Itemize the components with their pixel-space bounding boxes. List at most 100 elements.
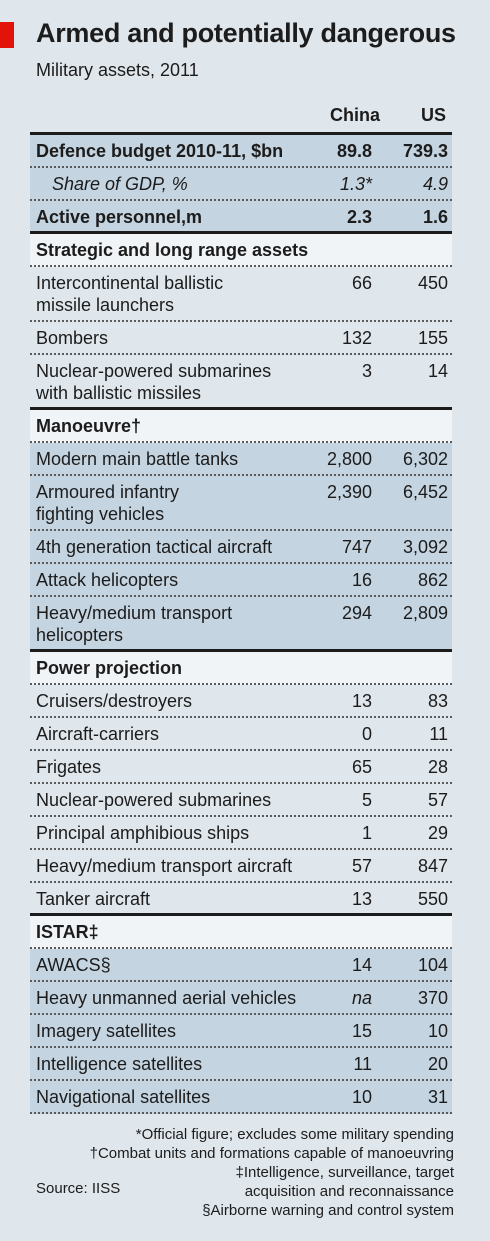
table-row: Imagery satellites 15 10 (30, 1015, 452, 1048)
us-value: 1.6 (422, 207, 448, 227)
us-value: 450 (417, 273, 448, 293)
row-label: Armoured infantry fighting vehicles (36, 481, 179, 525)
row-label: Attack helicopters (36, 569, 178, 591)
china-value: 65 (351, 757, 372, 777)
footnotes: *Official figure; excludes some military… (90, 1125, 454, 1220)
table-row: Nuclear-powered submarines with ballistic… (30, 355, 452, 410)
row-label: Bombers (36, 327, 108, 349)
row-label-line: Bombers (36, 328, 109, 348)
row-label-line: Intercontinental ballistic (36, 273, 224, 293)
table-row: 4th generation tactical aircraft 747 3,092 (30, 531, 452, 564)
row-label-line: fighting vehicles (36, 504, 165, 524)
chart-title: Armed and potentially dangerous (36, 18, 456, 48)
table-row: Active personnel,m 2.3 1.6 (30, 201, 452, 234)
table-row: AWACS§ 14 104 (30, 949, 452, 982)
row-label-line: Tanker aircraft (36, 889, 151, 909)
row-label: Navigational satellites (36, 1086, 210, 1108)
row-label-line: ISTAR‡ (36, 922, 99, 942)
china-value: 66 (351, 273, 372, 293)
row-label-line: Principal amphibious ships (36, 823, 250, 843)
china-value: 3 (361, 361, 372, 381)
china-value: 2,800 (326, 449, 372, 469)
table-row: Frigates 65 28 (30, 751, 452, 784)
china-value: 13 (351, 889, 372, 909)
us-value: 10 (427, 1021, 448, 1041)
row-label: Frigates (36, 756, 101, 778)
table-row: Heavy unmanned aerial vehicles na 370 (30, 982, 452, 1015)
china-value: 13 (351, 691, 372, 711)
table-row: Nuclear-powered submarines 5 57 (30, 784, 452, 817)
us-value: 6,302 (402, 449, 448, 469)
row-label-line: Active personnel,m (36, 207, 203, 227)
row-label-line: Aircraft-carriers (36, 724, 160, 744)
section-header-row: Power projection (30, 652, 452, 685)
china-value: na (351, 988, 372, 1008)
section-header-row: Strategic and long range assets (30, 234, 452, 267)
us-value: 29 (427, 823, 448, 843)
us-value: 83 (427, 691, 448, 711)
table-row: Heavy/medium transport aircraft 57 847 (30, 850, 452, 883)
us-value: 739.3 (402, 141, 448, 161)
row-label-line: Heavy/medium transport aircraft (36, 856, 293, 876)
row-label-line: Defence budget 2010-11, $bn (36, 141, 284, 161)
row-label-line: Nuclear-powered submarines (36, 361, 272, 381)
row-label-line: Power projection (36, 658, 183, 678)
row-label: Heavy/medium transport aircraft (36, 855, 292, 877)
row-label-line: Modern main battle tanks (36, 449, 239, 469)
row-label: Aircraft-carriers (36, 723, 159, 745)
table-row: Aircraft-carriers 0 11 (30, 718, 452, 751)
table-row: Defence budget 2010-11, $bn 89.8 739.3 (30, 135, 452, 168)
china-value: 2,390 (326, 482, 372, 502)
china-value: 14 (351, 955, 372, 975)
table-row: Bombers 132 155 (30, 322, 452, 355)
us-value: 155 (417, 328, 448, 348)
table-row: Navigational satellites 10 31 (30, 1081, 452, 1114)
us-value: 31 (427, 1087, 448, 1107)
row-label: Modern main battle tanks (36, 448, 238, 470)
us-value: 11 (429, 724, 448, 744)
footnote: acquisition and reconnaissance (244, 1183, 454, 1200)
row-label-line: 4th generation tactical aircraft (36, 537, 273, 557)
section-header-row: Manoeuvre† (30, 410, 452, 443)
table-header: China US (30, 96, 452, 135)
us-value: 104 (417, 955, 448, 975)
source-note: Source: IISS (36, 1180, 121, 1197)
china-value: 16 (351, 570, 372, 590)
us-value: 862 (417, 570, 448, 590)
row-label: Nuclear-powered submarines with ballistic… (36, 360, 271, 404)
table-row: Armoured infantry fighting vehicles 2,390 6… (30, 476, 452, 531)
row-label-line: Manoeuvre† (36, 416, 142, 436)
row-label: ISTAR‡ (36, 921, 99, 943)
row-label-line: helicopters (36, 625, 124, 645)
china-value: 132 (341, 328, 372, 348)
table-body: Defence budget 2010-11, $bn 89.8 739.3 Shar… (30, 135, 452, 1114)
us-value: 370 (417, 988, 448, 1008)
row-label: Heavy unmanned aerial vehicles (36, 987, 296, 1009)
section-header-row: ISTAR‡ (30, 916, 452, 949)
row-label: Share of GDP, % (52, 173, 188, 195)
china-value: 1 (361, 823, 372, 843)
us-value: 57 (427, 790, 448, 810)
row-label-line: AWACS§ (36, 955, 111, 975)
brand-accent-bar (0, 22, 14, 48)
footnote: §Airborne warning and control system (202, 1202, 454, 1219)
row-label: Intercontinental ballistic missile launch… (36, 272, 223, 316)
table-row: Share of GDP, % 1.3* 4.9 (30, 168, 452, 201)
footnote: ‡Intelligence, surveillance, target (235, 1164, 454, 1181)
us-value: 28 (427, 757, 448, 777)
row-label-line: Imagery satellites (36, 1021, 177, 1041)
table-row: Tanker aircraft 13 550 (30, 883, 452, 916)
row-label: Power projection (36, 657, 182, 679)
table-row: Intelligence satellites 11 20 (30, 1048, 452, 1081)
row-label: Principal amphibious ships (36, 822, 249, 844)
column-header-us: US (420, 105, 446, 125)
row-label: Cruisers/destroyers (36, 690, 192, 712)
table-row: Principal amphibious ships 1 29 (30, 817, 452, 850)
row-label: Tanker aircraft (36, 888, 150, 910)
china-value: 5 (361, 790, 372, 810)
china-value: 10 (351, 1087, 372, 1107)
table-row: Modern main battle tanks 2,800 6,302 (30, 443, 452, 476)
us-value: 3,092 (402, 537, 448, 557)
us-value: 2,809 (402, 603, 448, 623)
table-row: Attack helicopters 16 862 (30, 564, 452, 597)
